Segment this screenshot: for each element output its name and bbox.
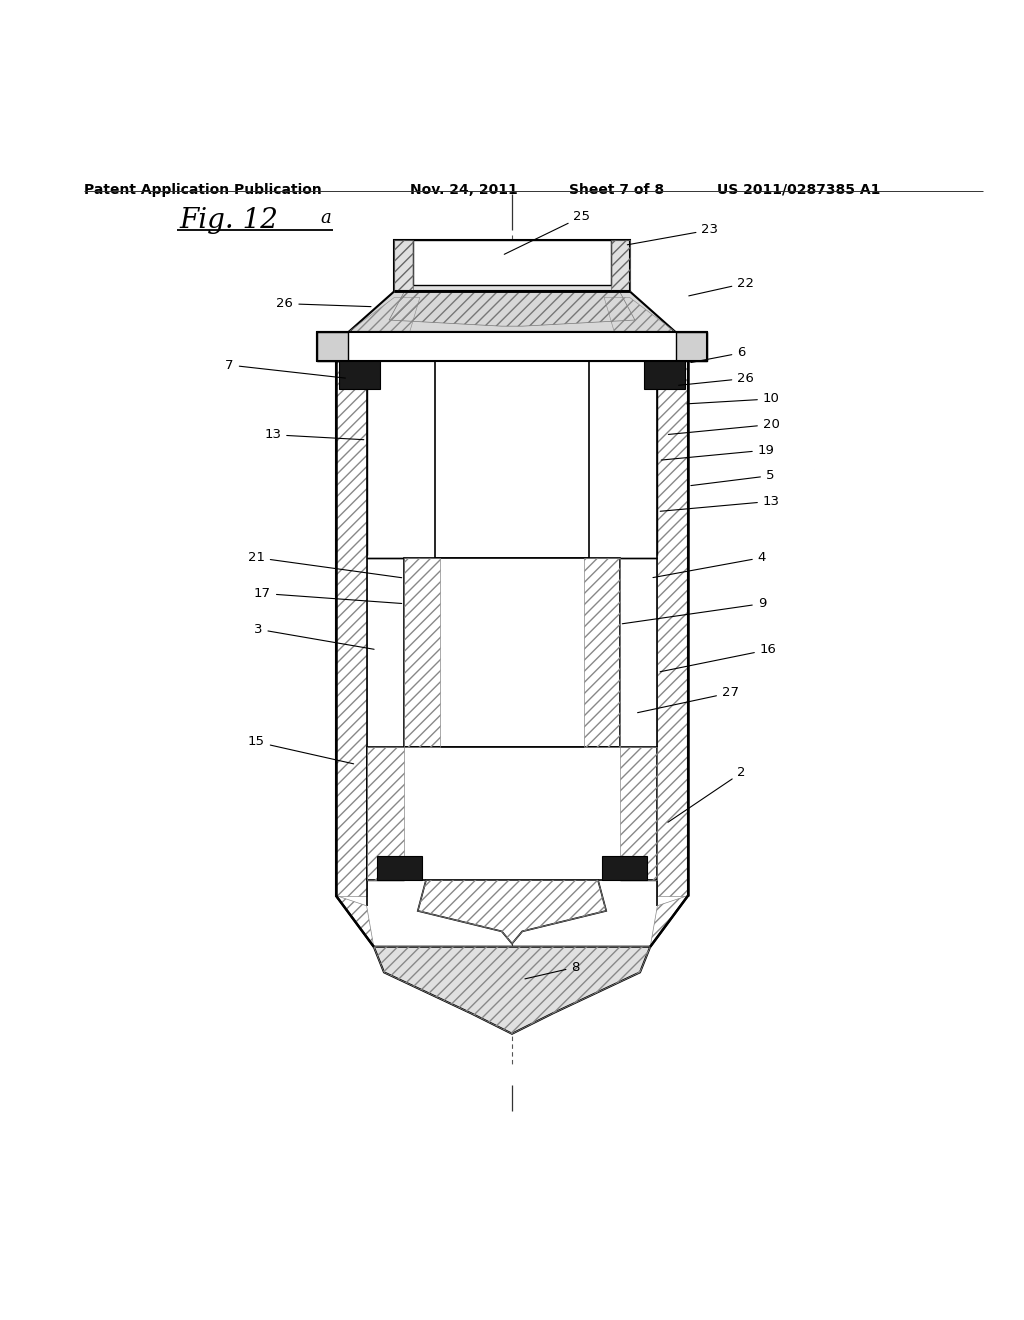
Text: 13: 13: [660, 495, 780, 511]
Text: 17: 17: [254, 587, 401, 603]
Text: 7: 7: [225, 359, 345, 378]
Bar: [404, 557, 440, 747]
Text: 16: 16: [660, 643, 776, 672]
Bar: [584, 557, 620, 747]
Bar: [377, 855, 422, 880]
Text: 10: 10: [687, 392, 779, 405]
Bar: [404, 557, 620, 747]
Text: Nov. 24, 2011: Nov. 24, 2011: [410, 182, 517, 197]
Text: Sheet 7 of 8: Sheet 7 of 8: [569, 182, 665, 197]
Text: 2: 2: [668, 766, 745, 822]
Text: 26: 26: [276, 297, 371, 310]
Text: 25: 25: [504, 210, 591, 255]
Text: 27: 27: [638, 686, 739, 713]
Text: 15: 15: [248, 735, 353, 764]
Text: a: a: [321, 210, 331, 227]
Bar: [317, 333, 707, 360]
Text: 8: 8: [525, 961, 580, 979]
Bar: [394, 240, 413, 292]
Bar: [339, 360, 380, 388]
Bar: [367, 747, 657, 880]
Bar: [676, 333, 707, 360]
Bar: [602, 855, 647, 880]
Text: 21: 21: [248, 552, 401, 578]
Bar: [435, 360, 589, 557]
Text: Patent Application Publication: Patent Application Publication: [84, 182, 322, 197]
Polygon shape: [418, 880, 606, 944]
Text: 5: 5: [691, 469, 774, 486]
Text: 19: 19: [662, 444, 774, 461]
Bar: [620, 747, 657, 880]
Text: 20: 20: [669, 418, 779, 434]
Bar: [644, 360, 685, 388]
Bar: [413, 240, 611, 285]
Text: Fig. 12: Fig. 12: [179, 207, 279, 235]
Text: 6: 6: [691, 346, 745, 363]
Bar: [394, 240, 630, 292]
Polygon shape: [374, 946, 650, 1034]
Text: 4: 4: [653, 552, 766, 578]
Text: 9: 9: [623, 597, 766, 624]
Bar: [611, 240, 630, 292]
Text: 26: 26: [679, 372, 754, 385]
Text: 22: 22: [689, 277, 755, 296]
Text: 23: 23: [628, 223, 719, 244]
Text: US 2011/0287385 A1: US 2011/0287385 A1: [717, 182, 881, 197]
Polygon shape: [348, 292, 676, 333]
Text: 13: 13: [264, 428, 364, 441]
Bar: [367, 747, 404, 880]
Bar: [348, 333, 676, 360]
Bar: [317, 333, 348, 360]
Text: 3: 3: [254, 623, 374, 649]
